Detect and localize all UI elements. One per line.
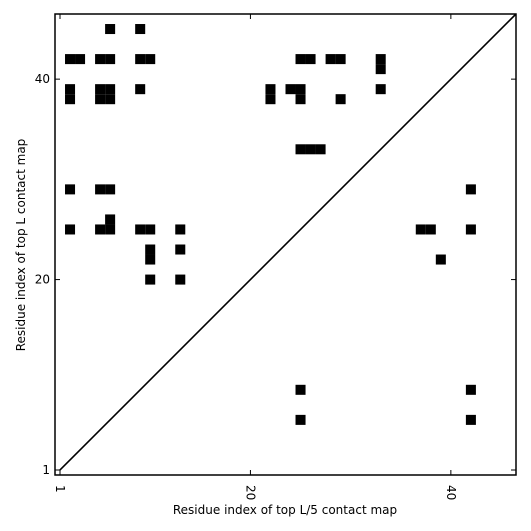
contact-cell <box>175 224 186 235</box>
contact-cell <box>415 224 426 235</box>
contact-cell <box>95 84 106 95</box>
contact-cell <box>295 144 306 155</box>
x-tick-label: 1 <box>53 485 67 493</box>
contact-cell <box>265 84 276 95</box>
contact-cell <box>145 254 156 265</box>
contact-cell <box>65 184 76 195</box>
contact-cell <box>105 24 116 35</box>
contact-cell <box>105 84 116 95</box>
contact-cell <box>295 84 306 95</box>
contact-cell <box>135 224 146 235</box>
contact-cell <box>145 274 156 285</box>
y-tick-label: 1 <box>42 463 50 477</box>
diagonal-line <box>59 13 517 471</box>
contact-cell <box>305 54 316 65</box>
x-tick-label: 20 <box>243 485 257 500</box>
contact-cell <box>325 54 336 65</box>
contact-cell <box>335 54 346 65</box>
contact-cell <box>425 224 436 235</box>
contact-cell <box>375 64 386 75</box>
x-axis-label: Residue index of top L/5 contact map <box>173 503 397 517</box>
contact-cell <box>375 84 386 95</box>
contact-cell <box>315 144 326 155</box>
contact-cell <box>65 224 76 235</box>
contact-cell <box>145 54 156 65</box>
contact-cell <box>465 224 476 235</box>
contact-cell <box>335 94 346 105</box>
contact-cell <box>295 384 306 395</box>
contact-cell <box>105 54 116 65</box>
contact-cell <box>465 384 476 395</box>
x-tick-label: 40 <box>444 485 458 500</box>
contact-cell <box>305 144 316 155</box>
contact-cell <box>135 24 146 35</box>
contact-cell <box>95 54 106 65</box>
contact-cell <box>175 244 186 255</box>
contact-cell <box>295 94 306 105</box>
contact-cell <box>465 184 476 195</box>
contact-cell <box>65 94 76 105</box>
contact-cell <box>375 54 386 65</box>
contact-cell <box>265 94 276 105</box>
contact-cell <box>65 84 76 95</box>
contact-cell <box>105 224 116 235</box>
contact-cell <box>95 184 106 195</box>
contact-cell <box>105 184 116 195</box>
contact-cell <box>135 84 146 95</box>
contact-cell <box>175 274 186 285</box>
contact-cell <box>75 54 86 65</box>
contact-cell <box>105 214 116 225</box>
y-tick-label: 20 <box>35 273 50 287</box>
contact-cell <box>135 54 146 65</box>
contact-cell <box>105 94 116 105</box>
plot-frame <box>54 13 517 476</box>
contact-cell <box>95 94 106 105</box>
contact-cell <box>65 54 76 65</box>
y-axis-label: Residue index of top L contact map <box>14 139 28 352</box>
contact-cell <box>145 244 156 255</box>
contact-cell <box>285 84 296 95</box>
contact-cell <box>145 224 156 235</box>
contact-cell <box>295 414 306 425</box>
contact-cell <box>295 54 306 65</box>
contact-cell <box>465 414 476 425</box>
y-tick-label: 40 <box>35 72 50 86</box>
contact-cell <box>435 254 446 265</box>
contact-cell <box>95 224 106 235</box>
